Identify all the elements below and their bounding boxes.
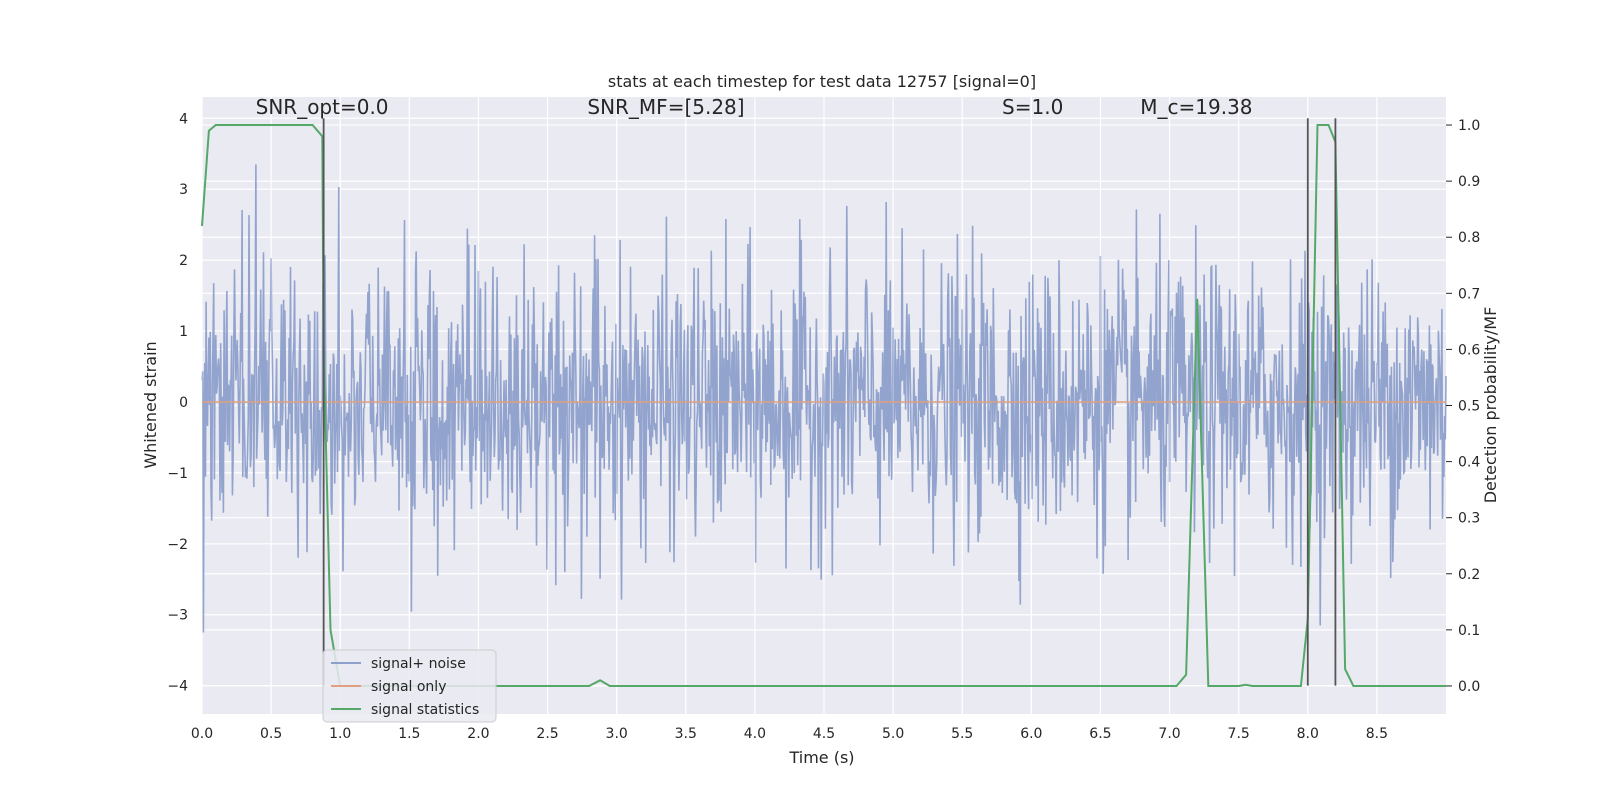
legend-label: signal only: [371, 679, 446, 695]
y-tick-label: −3: [167, 608, 188, 624]
x-axis-label: Time (s): [788, 748, 854, 767]
x-tick-label: 2.0: [467, 726, 489, 742]
y2-tick-label: 0.8: [1458, 230, 1480, 246]
y2-tick-label: 0.7: [1458, 286, 1480, 302]
y-tick-label: 1: [179, 324, 188, 340]
legend: signal+ noise signal only signal statistic…: [322, 649, 497, 723]
x-tick-label: 3.5: [675, 726, 697, 742]
annotation: SNR_MF=[5.28]: [587, 95, 744, 119]
y-tick-label: 4: [179, 111, 188, 127]
y2-tick-label: 0.5: [1458, 399, 1480, 415]
legend-box: [322, 649, 497, 723]
y-tick-label: −1: [167, 466, 188, 482]
x-tick-label: 1.0: [329, 726, 351, 742]
x-tick-label: 0.5: [260, 726, 282, 742]
y-tick-label: −4: [167, 679, 188, 695]
x-tick-label: 6.5: [1089, 726, 1111, 742]
x-tick-label: 4.5: [813, 726, 835, 742]
y-tick-label: −2: [167, 537, 188, 553]
y2-tick-label: 0.1: [1458, 623, 1480, 639]
x-tick-label: 5.5: [951, 726, 973, 742]
x-tick-label: 8.0: [1297, 726, 1319, 742]
chart-title: stats at each timestep for test data 127…: [608, 72, 1036, 91]
y-axis-label: Whitened strain: [141, 341, 160, 468]
x-tick-label: 3.0: [606, 726, 628, 742]
x-tick-label: 7.5: [1228, 726, 1250, 742]
y2-tick-label: 0.0: [1458, 679, 1480, 695]
series-signal-statistics: [201, 124, 1446, 687]
y2-axis-label: Detection probability/MF: [1481, 307, 1500, 504]
y2-tick-label: 0.4: [1458, 455, 1480, 471]
x-tick-label: 2.5: [536, 726, 558, 742]
x-tick-label: 6.0: [1020, 726, 1042, 742]
x-tick-label: 7.0: [1158, 726, 1180, 742]
annotation: S=1.0: [1002, 95, 1063, 119]
annotation: M_c=19.38: [1140, 95, 1252, 119]
legend-label: signal+ noise: [371, 656, 466, 672]
y-tick-label: 3: [179, 182, 188, 198]
x-tick-label: 1.5: [398, 726, 420, 742]
x-tick-label: 4.0: [744, 726, 766, 742]
annotation: SNR_opt=0.0: [256, 95, 389, 119]
x-tick-label: 8.5: [1366, 726, 1388, 742]
y-tick-label: 0: [179, 395, 188, 411]
legend-label: signal statistics: [371, 702, 479, 718]
x-tick-label: 5.0: [882, 726, 904, 742]
y2-tick-label: 0.2: [1458, 567, 1480, 583]
y-tick-label: 2: [179, 253, 188, 269]
y2-tick-label: 0.6: [1458, 342, 1480, 358]
y2-tick-label: 0.3: [1458, 511, 1480, 527]
y2-tick-label: 1.0: [1458, 118, 1480, 134]
y2-tick-label: 0.9: [1458, 174, 1480, 190]
x-tick-label: 0.0: [191, 726, 213, 742]
